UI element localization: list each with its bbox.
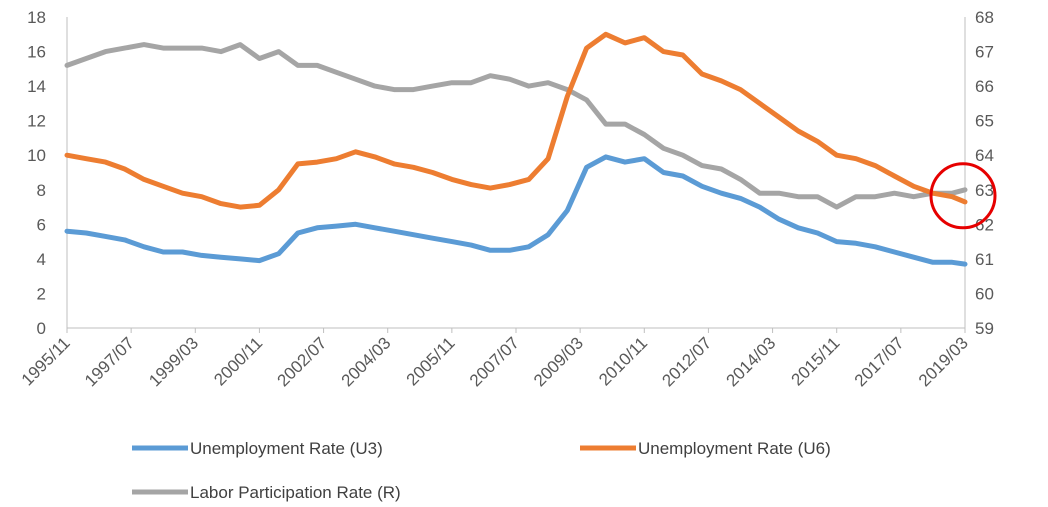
legend-label-u6: Unemployment Rate (U6): [638, 439, 831, 458]
left-tick-label: 4: [37, 250, 46, 269]
x-tick-label: 2017/07: [851, 333, 908, 390]
x-tick-label: 2000/11: [210, 333, 266, 389]
legend-item-u6: Unemployment Rate (U6): [580, 439, 831, 458]
chart-legend: Unemployment Rate (U3) Unemployment Rate…: [132, 439, 831, 502]
right-tick-label: 66: [975, 77, 994, 96]
x-tick-label: 1999/03: [145, 333, 202, 390]
left-tick-label: 0: [37, 319, 46, 338]
right-tick-label: 59: [975, 319, 994, 338]
x-tick-label: 2019/03: [915, 333, 972, 390]
legend-label-participation: Labor Participation Rate (R): [190, 483, 401, 502]
left-axis-ticks: 0 2 4 6 8 10 12 14 16 18: [27, 8, 46, 338]
left-tick-label: 6: [37, 215, 46, 234]
right-tick-label: 60: [975, 284, 994, 303]
left-tick-label: 14: [27, 77, 46, 96]
x-tick-label: 2015/11: [788, 333, 844, 389]
right-tick-label: 65: [975, 112, 994, 131]
chart-axes: [66, 17, 966, 329]
x-tick-label: 2012/07: [658, 333, 715, 390]
x-tick-label: 1997/07: [81, 333, 138, 390]
x-tick-label: 2010/11: [595, 333, 651, 389]
legend-item-participation: Labor Participation Rate (R): [132, 483, 401, 502]
x-tick-label: 2014/03: [723, 333, 780, 390]
right-tick-label: 63: [975, 181, 994, 200]
x-tick-label: 2004/03: [338, 333, 395, 390]
series-line-participation: [64, 42, 968, 210]
series-line-u6: [64, 31, 968, 210]
x-tick-label: 1995/11: [18, 333, 74, 389]
highlight-circle: [929, 162, 997, 230]
right-tick-label: 67: [975, 43, 994, 62]
right-tick-label: 68: [975, 8, 994, 27]
left-tick-label: 18: [27, 8, 46, 27]
left-tick-label: 8: [37, 181, 46, 200]
right-tick-label: 64: [975, 146, 994, 165]
legend-item-u3: Unemployment Rate (U3): [132, 439, 383, 458]
left-tick-label: 10: [27, 146, 46, 165]
series-line-u3: [64, 154, 968, 267]
left-tick-label: 2: [37, 284, 46, 303]
right-axis-ticks: 59 60 61 62 63 64 65 66 67 68: [975, 8, 994, 338]
right-tick-label: 62: [975, 215, 994, 234]
x-tick-label: 2002/07: [274, 333, 331, 390]
left-tick-label: 12: [27, 112, 46, 131]
legend-label-u3: Unemployment Rate (U3): [190, 439, 383, 458]
x-tick-label: 2009/03: [530, 333, 587, 390]
x-tick-label: 2007/07: [466, 333, 523, 390]
right-tick-label: 61: [975, 250, 994, 269]
x-axis-ticks: 1995/11 1997/07 1999/03 2000/11 2002/07 2004/…: [18, 328, 972, 390]
annotation-layer: [929, 162, 997, 230]
x-tick-label: 2005/11: [403, 333, 459, 389]
series-layer: [64, 31, 968, 267]
left-tick-label: 16: [27, 43, 46, 62]
